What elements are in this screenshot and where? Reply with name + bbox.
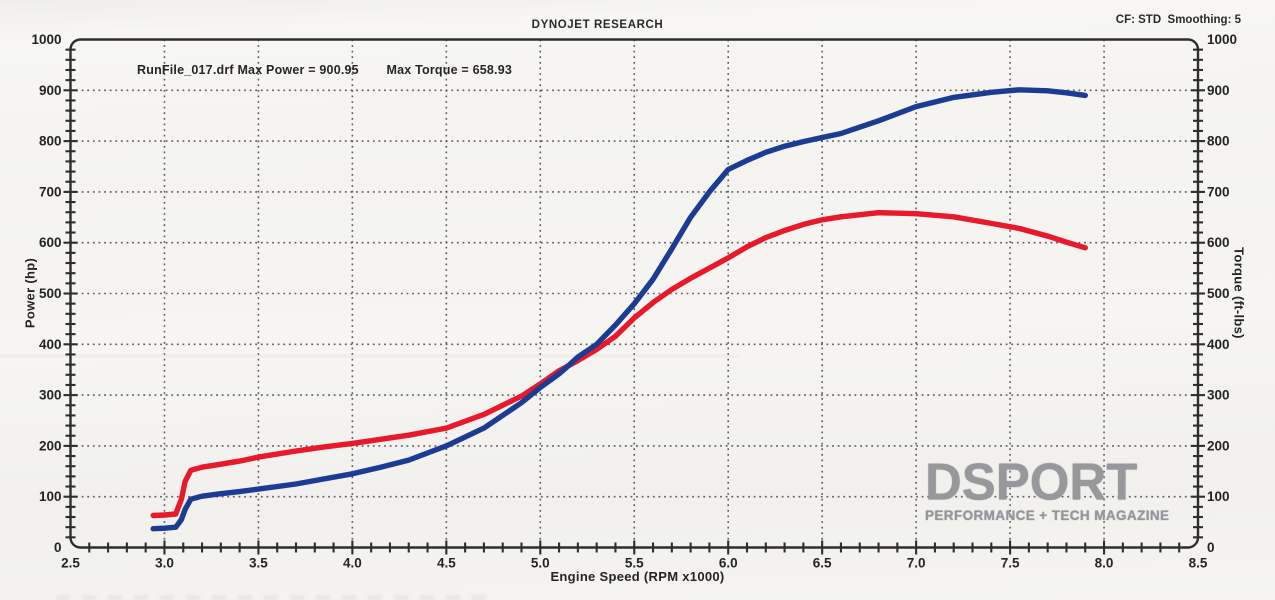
max-power-annotation: RunFile_017.drf Max Power = 900.95 [137, 63, 359, 77]
x-tick-label: 5.0 [531, 556, 550, 571]
y-tick-label-left: 700 [39, 184, 62, 199]
dsport-tagline: PERFORMANCE + TECH MAGAZINE [925, 507, 1170, 523]
y-tick-label-left: 900 [39, 83, 62, 98]
y-tick-label-right: 1000 [1207, 32, 1237, 47]
x-tick-label: 4.5 [437, 556, 456, 571]
y-tick-label-right: 600 [1207, 235, 1230, 250]
y-tick-label-left: 200 [39, 438, 62, 453]
y-tick-label-left: 300 [39, 388, 62, 403]
y-tick-label-left: 1000 [31, 32, 61, 47]
y-tick-label-left: 600 [39, 235, 62, 250]
x-tick-label: 7.0 [907, 556, 926, 571]
x-tick-label: 7.5 [1001, 556, 1020, 571]
y-tick-label-left: 0 [54, 540, 62, 555]
scan-artifact [56, 595, 486, 600]
x-tick-label: 4.0 [343, 556, 362, 571]
torque-axis-title: Torque (ft-lbs) [1231, 247, 1247, 339]
y-tick-label-right: 700 [1207, 184, 1230, 199]
dsport-logo-text: DSPORT [925, 453, 1138, 511]
y-tick-label-right: 500 [1207, 286, 1230, 301]
y-tick-label-left: 100 [39, 489, 62, 504]
y-tick-label-right: 900 [1207, 83, 1230, 98]
x-tick-label: 6.0 [719, 556, 738, 571]
cf-smoothing-label: CF: STD Smoothing: 5 [1115, 14, 1241, 26]
x-tick-label: 8.0 [1095, 556, 1114, 571]
y-tick-label-right: 200 [1207, 438, 1230, 453]
chart-title: DYNOJET RESEARCH [531, 19, 664, 31]
power-axis-title: Power (hp) [22, 257, 38, 329]
x-tick-label: 3.5 [249, 556, 268, 571]
y-tick-label-left: 800 [39, 134, 62, 149]
y-tick-label-right: 0 [1207, 540, 1215, 555]
max-torque-annotation: Max Torque = 658.93 [386, 63, 513, 77]
torque-curve [150, 210, 1088, 519]
x-tick-label: 5.5 [625, 556, 644, 571]
dsport-watermark: DSPORT PERFORMANCE + TECH MAGAZINE [925, 457, 1193, 523]
run-annotation: RunFile_017.drf Max Power = 900.95 Max T… [137, 63, 512, 77]
plot-frame [69, 38, 1200, 549]
y-tick-label-left: 500 [39, 286, 62, 301]
y-tick-label-right: 800 [1207, 134, 1230, 149]
x-tick-label: 8.5 [1189, 556, 1208, 571]
x-tick-label: 6.5 [813, 556, 832, 571]
power-curve [150, 87, 1088, 532]
y-tick-label-right: 300 [1207, 388, 1230, 403]
y-tick-label-left: 400 [39, 337, 62, 352]
x-tick-label: 3.0 [155, 556, 174, 571]
x-tick-label: 2.5 [61, 556, 80, 571]
y-tick-label-right: 100 [1207, 489, 1230, 504]
y-tick-label-right: 400 [1207, 337, 1230, 352]
engine-speed-axis-title: Engine Speed (RPM x1000) [550, 569, 725, 584]
